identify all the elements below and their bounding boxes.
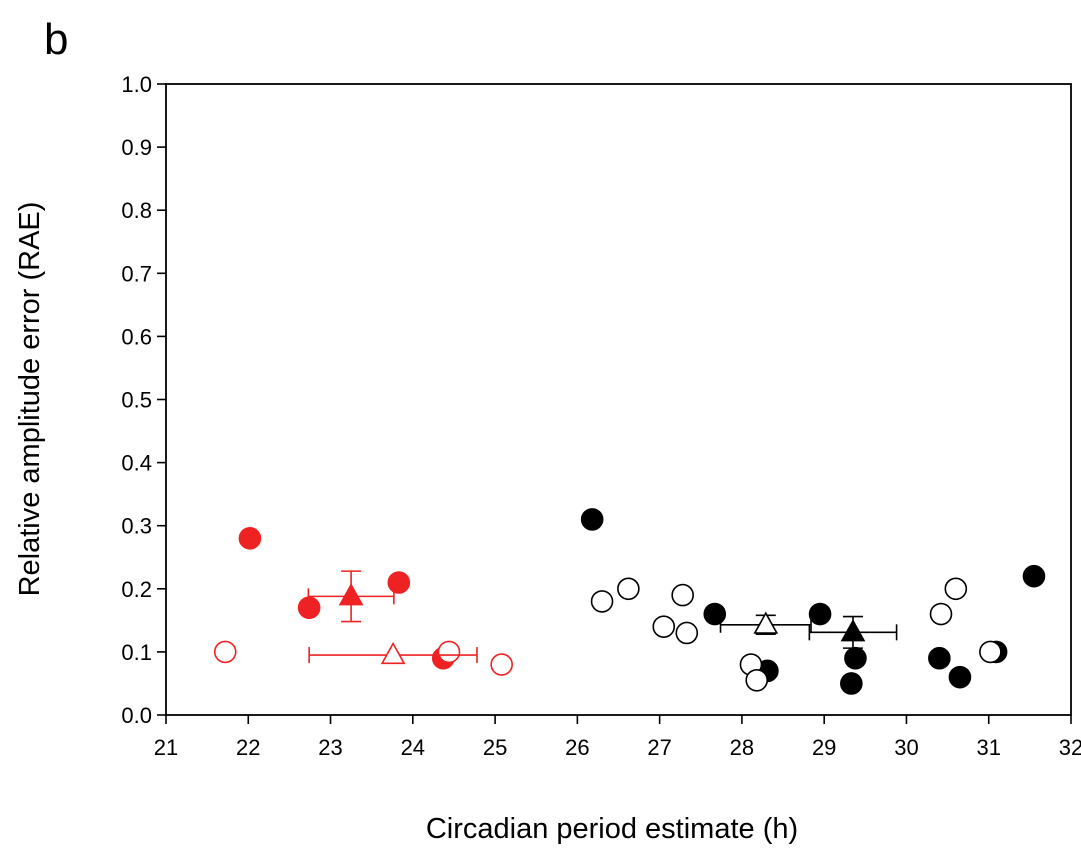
x-tick-label: 25	[483, 735, 507, 760]
mean-point	[840, 619, 866, 642]
data-point	[929, 602, 953, 626]
data-point	[652, 615, 676, 638]
series-5	[308, 641, 478, 665]
data-point	[745, 668, 769, 692]
data-point	[590, 590, 614, 613]
series-7	[808, 615, 898, 649]
x-tick-label: 32	[1059, 735, 1081, 760]
panel-label: b	[44, 15, 68, 64]
y-tick-label: 0.4	[121, 451, 152, 476]
y-tick-label: 0.0	[121, 703, 152, 728]
data-point	[671, 583, 694, 607]
plot-frame	[165, 83, 1072, 716]
y-axis: 0.0 0.1 0.2 0.3 0.4 0.5 0.6 0.7 0.8 0.9 1.0	[121, 72, 166, 728]
x-tick-label: 29	[812, 735, 836, 760]
y-tick-label: 0.8	[121, 198, 152, 223]
y-tick-label: 0.9	[121, 135, 152, 160]
data-point	[944, 577, 968, 601]
data-point	[213, 640, 237, 664]
x-tick-label: 21	[154, 735, 178, 760]
plot-area-marks	[213, 508, 1046, 695]
y-tick-label: 0.5	[121, 388, 152, 413]
data-point	[617, 577, 640, 601]
series-1	[213, 640, 513, 676]
data-point	[580, 508, 604, 531]
y-tick-label: 0.7	[121, 261, 152, 286]
data-point	[437, 640, 461, 664]
data-point	[238, 527, 262, 550]
data-point	[948, 665, 972, 689]
data-point	[844, 646, 867, 670]
data-point	[675, 621, 699, 645]
x-tick-label: 31	[976, 735, 1000, 760]
y-axis-title: Relative amplitude error (RAE)	[14, 202, 46, 597]
x-axis-title: Circadian period estimate (h)	[426, 813, 798, 845]
series-4	[307, 570, 395, 623]
x-tick-label: 30	[894, 735, 918, 760]
x-tick-label: 23	[318, 735, 342, 760]
mean-point	[338, 583, 364, 606]
data-point	[979, 640, 1002, 664]
data-point	[808, 602, 832, 626]
x-tick-label: 22	[236, 735, 260, 760]
data-point	[928, 646, 951, 670]
data-point	[840, 672, 863, 695]
y-tick-label: 1.0	[121, 72, 152, 97]
data-point	[297, 596, 321, 620]
y-tick-label: 0.1	[121, 640, 152, 665]
x-tick-label: 27	[647, 735, 671, 760]
series-3	[590, 577, 1002, 692]
x-tick-label: 26	[565, 735, 589, 760]
data-point	[387, 571, 411, 594]
data-point	[1022, 564, 1046, 588]
x-axis: 21 22 23 24 25 26 27 28 29 30 31 32	[154, 715, 1081, 760]
x-tick-label: 24	[401, 735, 425, 760]
series-6	[719, 611, 812, 636]
data-point	[490, 653, 513, 676]
series-2	[580, 508, 1046, 695]
mean-point	[380, 641, 406, 665]
data-point	[703, 602, 727, 626]
y-tick-label: 0.3	[121, 514, 152, 539]
y-tick-label: 0.6	[121, 324, 152, 349]
y-tick-label: 0.2	[121, 577, 152, 602]
mean-point	[753, 611, 779, 634]
x-tick-label: 28	[730, 735, 754, 760]
